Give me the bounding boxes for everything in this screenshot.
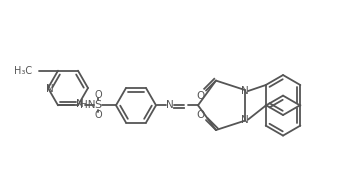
Text: N: N: [241, 115, 249, 125]
Text: O: O: [197, 91, 205, 101]
Text: O: O: [197, 110, 205, 120]
Text: O: O: [94, 110, 102, 120]
Text: O: O: [94, 90, 102, 100]
Text: N: N: [76, 99, 84, 109]
Text: N: N: [166, 100, 174, 110]
Text: HN: HN: [80, 100, 96, 110]
Text: N: N: [241, 86, 249, 96]
Text: S: S: [95, 100, 101, 110]
Text: H₃C: H₃C: [14, 66, 32, 76]
Text: N: N: [46, 84, 54, 94]
